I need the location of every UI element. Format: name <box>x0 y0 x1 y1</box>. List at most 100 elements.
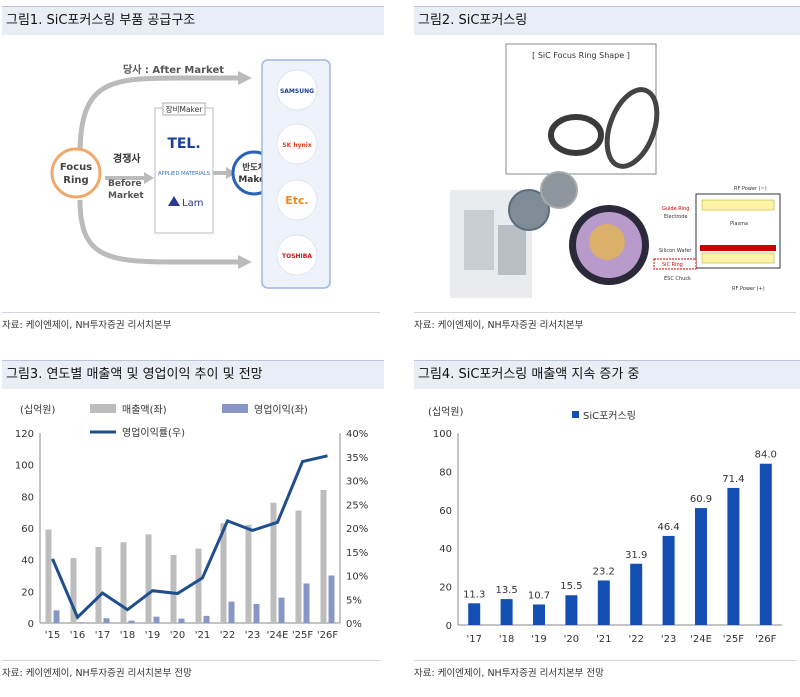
ring-shape-label: [ SiC Focus Ring Shape ] <box>532 51 630 60</box>
sic-revenue-bar <box>630 563 643 625</box>
op-profit-bar <box>228 601 235 623</box>
fig1-source: 자료: 케이엔제이, NH투자증권 리서치본부 <box>2 312 380 331</box>
x-tick-label: '23 <box>661 634 676 645</box>
revenue-bar <box>120 542 127 623</box>
y-left-tick-label: 120 <box>15 429 34 440</box>
diagram-rf-top: RF Power (~) <box>734 186 767 192</box>
diagram-silicon-wafer: Silicon Wafer <box>659 248 692 254</box>
samsung-node <box>276 69 318 111</box>
semi-maker-label-1: 반도체 <box>242 162 266 173</box>
y-right-tick-label: 35% <box>346 453 368 464</box>
sic-revenue-bar <box>727 487 740 625</box>
sic-revenue-bar <box>533 604 545 625</box>
focus-ring-small <box>548 114 604 156</box>
data-label: 84.0 <box>755 450 777 461</box>
x-tick-label: '24E <box>690 634 712 645</box>
data-label: 60.9 <box>690 494 712 505</box>
revenue-bar <box>220 523 227 623</box>
revenue-bar <box>320 490 327 623</box>
legend-label-revenue: 매출액(좌) <box>122 404 167 416</box>
revenue-bar <box>95 547 102 623</box>
toshiba-node <box>276 234 318 276</box>
after-market-arrow <box>77 75 240 156</box>
before-market-label-2: Market <box>108 191 144 201</box>
data-label: 23.2 <box>593 566 615 577</box>
y-right-tick-label: 20% <box>346 524 368 535</box>
focus-ring-large <box>604 87 660 169</box>
sk-hynix-node <box>276 123 318 165</box>
fig2-source: 자료: 케이엔제이, NH투자증권 리서치본부 <box>414 312 796 331</box>
fig3-source: 자료: 케이엔제이, NH투자증권 리서치본부 전망 <box>2 660 380 679</box>
legend-swatch-sic <box>572 411 579 418</box>
samsung-logo: SAMSUNG <box>280 88 314 95</box>
sic-revenue-bar <box>468 603 481 625</box>
op-profit-bar <box>128 620 135 623</box>
op-profit-bar <box>78 622 85 623</box>
equipment-maker-box <box>154 107 214 234</box>
equipment-maker-label: 장비Maker <box>166 104 204 114</box>
competitor-arrowhead <box>144 172 154 184</box>
x-tick-label: '21 <box>596 634 611 645</box>
diagram-sic-ring: SiC Ring <box>662 262 683 268</box>
x-tick-label: '22 <box>220 630 235 641</box>
revenue-bar <box>195 548 202 623</box>
chamber-zoom-1 <box>508 189 550 231</box>
lam-logo: Lam <box>182 198 203 209</box>
y-tick-label: 100 <box>433 429 452 440</box>
y-left-tick-label: 40 <box>21 556 34 567</box>
op-profit-bar <box>303 583 310 623</box>
y-left-tick-label: 60 <box>21 524 34 535</box>
schematic-bottom-electrode <box>701 252 775 264</box>
op-profit-bar <box>278 597 285 623</box>
y-left-tick-label: 20 <box>21 587 34 598</box>
x-tick-label: '25F <box>723 634 744 645</box>
op-margin-line <box>51 454 328 620</box>
tel-logo: TEL. <box>167 136 200 152</box>
legend-label-sic: SiC포커스링 <box>583 410 636 422</box>
fig4-unit-label: (십억원) <box>428 406 464 418</box>
equipment-photo-detail <box>464 210 494 270</box>
diagram-plasma: Plasma <box>730 221 748 227</box>
diagram-rf-bottom: RF Power (+) <box>732 286 765 292</box>
sic-revenue-bar <box>597 580 610 625</box>
schematic-highlight <box>653 258 697 270</box>
focus-ring-node <box>50 147 102 199</box>
diagram-guide-ring: Guide Ring <box>662 206 689 212</box>
revenue-bar <box>245 524 252 623</box>
legend-label-op-profit: 영업이익(좌) <box>254 403 308 416</box>
lam-logo-mark <box>168 196 180 206</box>
fig1-title: 그림1. SiC포커스링 부품 공급구조 <box>2 6 384 35</box>
x-tick-label: '17 <box>466 634 481 645</box>
fig1-diagram: Focus Ring 당사 : After Market 경쟁사 Before … <box>50 59 331 289</box>
data-label: 15.5 <box>560 581 582 592</box>
fig4-title: 그림4. SiC포커스링 매출액 지속 증가 중 <box>414 360 800 389</box>
x-tick-label: '20 <box>170 630 185 641</box>
sic-revenue-bar <box>662 535 675 625</box>
y-right-tick-label: 30% <box>346 477 368 488</box>
customer-panel <box>261 59 331 289</box>
legend-swatch-revenue <box>90 404 116 413</box>
revenue-bar <box>70 558 77 623</box>
y-right-tick-label: 15% <box>346 548 368 559</box>
sic-revenue-bar <box>695 508 707 625</box>
semi-maker-label-2: Maker <box>238 175 270 185</box>
before-market-arrowhead <box>238 255 252 269</box>
x-tick-label: '17 <box>95 630 110 641</box>
op-profit-bar <box>103 618 110 623</box>
chamber-zoom-2 <box>540 171 578 209</box>
toshiba-logo: TOSHIBA <box>282 253 312 260</box>
x-tick-label: '21 <box>195 630 210 641</box>
diagram-electrode: Electrode <box>664 214 688 220</box>
schematic-sic-ring <box>700 245 776 251</box>
applied-materials-logo: APPLIED MATERIALS <box>158 171 210 177</box>
diagram-esc-chuck: ESC Chuck <box>664 276 691 282</box>
after-market-label: 당사 : After Market <box>123 63 224 76</box>
x-tick-label: '18 <box>499 634 514 645</box>
data-label: 31.9 <box>625 550 647 561</box>
fig3-chart: (십억원) 매출액(좌) 영업이익(좌) 영업이익률(우) 0 20 40 60 80 100 12… <box>15 403 368 641</box>
x-tick-label: '20 <box>564 634 579 645</box>
x-tick-label: '26F <box>317 630 338 641</box>
y-tick-label: 20 <box>439 583 452 594</box>
x-tick-label: '18 <box>120 630 135 641</box>
x-tick-label: '16 <box>70 630 85 641</box>
